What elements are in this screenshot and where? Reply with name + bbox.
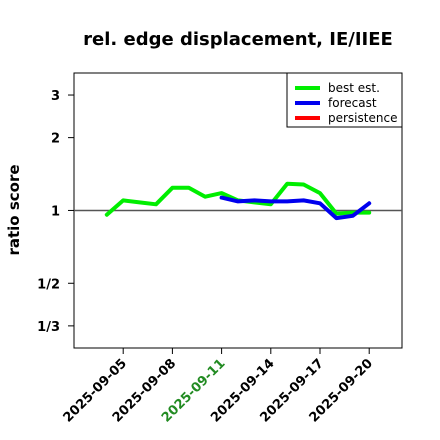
y-tick-label: 2 xyxy=(51,132,60,147)
y-axis-label: ratio score xyxy=(5,164,23,255)
series-group xyxy=(104,181,372,221)
x-axis: 2025-09-052025-09-082025-09-112025-09-14… xyxy=(61,348,376,426)
legend-label: persistence xyxy=(328,111,397,125)
y-axis: 1/3 1/2 1 2 3 xyxy=(37,89,74,335)
legend-label: best est. xyxy=(328,81,380,95)
y-tick-label: 1/3 xyxy=(37,320,60,335)
y-tick-label: 1 xyxy=(51,204,60,219)
legend-label: forecast xyxy=(328,96,377,110)
y-tick-label: 1/2 xyxy=(37,277,60,292)
chart-title: rel. edge displacement, IE/IIEE xyxy=(83,29,393,50)
y-tick-label: 3 xyxy=(51,89,60,104)
series-line-forecast xyxy=(219,195,372,221)
